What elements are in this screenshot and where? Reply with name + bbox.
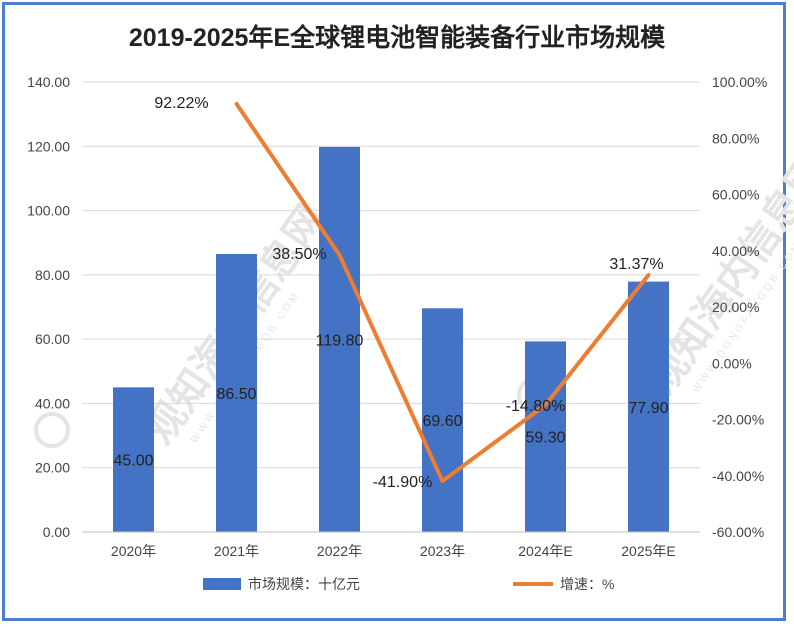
bar-value-label: 69.60 [422,413,462,430]
y-left-tick-label: 80.00 [35,267,70,283]
x-tick-label: 2021年 [214,543,259,559]
bar [525,341,566,532]
line-value-label: -41.90% [373,474,433,491]
x-tick-label: 2022年 [317,543,362,559]
gridlines [82,81,700,533]
y-left-tick-label: 40.00 [35,395,70,411]
y-right-tick-label: 60.00% [712,187,759,203]
data-labels: 45.00 86.50 119.80 69.60 59.30 77.90 92.22% 38.… [113,95,668,491]
bar-value-label: 119.80 [316,332,364,349]
line-value-label: 92.22% [154,95,208,112]
x-tick-label: 2025年E [621,543,675,559]
line-value-label: -14.80% [506,398,566,415]
y-left-tick-label: 0.00 [43,524,70,540]
line-value-label: 38.50% [272,246,326,263]
line-series [234,101,651,484]
axes: 0.00 20.00 40.00 60.00 80.00 100.00 120.00 140.… [27,74,767,559]
bar [319,146,360,532]
legend-swatch-bar [203,578,241,590]
x-tick-label: 2020年 [111,543,156,559]
bar-value-label: 59.30 [525,430,565,447]
y-right-tick-label: -20.00% [712,412,764,428]
x-tick-label: 2023年 [420,543,465,559]
y-right-tick-label: -60.00% [712,524,764,540]
y-right-tick-label: 20.00% [712,299,759,315]
line-value-label: 31.37% [609,256,663,273]
x-tick-label: 2024年E [518,543,572,559]
bar-series [113,146,669,532]
y-left-tick-label: 140.00 [27,74,70,90]
y-left-tick-label: 20.00 [35,460,70,476]
legend-label-line: 增速：% [560,576,614,592]
bar [113,387,154,532]
bar-value-label: 45.00 [113,453,153,470]
y-right-tick-label: 80.00% [712,130,759,146]
bar-value-label: 86.50 [216,386,256,403]
y-left-tick-label: 60.00 [35,331,70,347]
y-right-tick-label: -40.00% [712,468,764,484]
y-right-tick-label: 0.00% [712,355,752,371]
watermark-logo-icon [34,412,70,448]
legend: 市场规模：十亿元 增速：% [203,576,614,592]
bar [422,308,463,532]
chart-title: 2019-2025年E全球锂电池智能装备行业市场规模 [129,23,666,52]
y-left-tick-label: 100.00 [27,203,70,219]
bar [628,281,669,532]
bar [216,253,257,532]
bar-value-label: 77.90 [628,400,668,417]
y-left-tick-label: 120.00 [27,138,70,154]
y-right-tick-label: 40.00% [712,243,759,259]
legend-label-bar: 市场规模：十亿元 [248,576,360,592]
y-right-tick-label: 100.00% [712,74,767,90]
